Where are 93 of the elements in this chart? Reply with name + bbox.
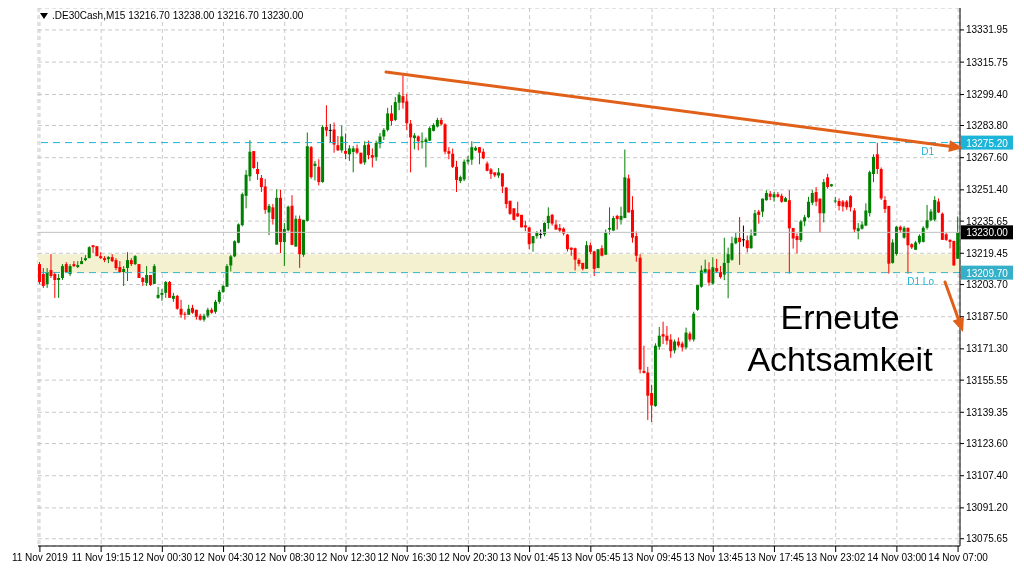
candlestick [156,286,160,300]
candlestick [837,197,841,211]
x-tick-label: 13 Nov 17:45 [744,552,805,564]
candlestick [363,140,367,166]
annotation: D1 Lo [907,275,935,287]
candlestick [370,147,374,168]
candlestick [393,96,397,122]
candlestick [933,195,937,222]
candlestick [332,122,336,154]
ref-line-label: 13275.20 [966,137,1009,149]
y-tick-label: 13107.40 [966,470,1009,482]
candlestick [340,125,344,154]
candlestick [462,158,466,182]
candlestick [41,267,45,289]
x-tick-label: 12 Nov 12:30 [316,552,377,564]
candlestick [841,199,845,212]
candlestick [256,161,260,181]
candlestick [389,104,393,127]
x-tick-label: 12 Nov 00:30 [132,552,193,564]
y-tick-label: 13235.65 [966,215,1009,227]
candlestick [741,225,745,248]
candlestick [906,227,910,275]
candlestick [707,261,711,287]
candlestick [183,311,187,321]
candlestick [367,140,371,160]
annotation: Erneute Achtsamkeit [746,297,934,380]
y-tick-label: 13267.60 [966,152,1009,164]
candlestick [772,191,776,203]
candlestick [738,216,742,266]
y-tick-label: 13299.40 [966,89,1009,101]
candlestick [711,256,715,286]
x-tick-label: 13 Nov 05:45 [561,552,621,564]
y-tick-label: 13139.35 [966,406,1009,418]
ref-line-label: 13230.00 [966,227,1009,239]
y-tick-label: 13315.75 [966,56,1009,68]
x-tick-label: 12 Nov 08:30 [255,552,315,564]
candlestick [646,366,650,421]
candlestick [179,299,183,319]
candlestick [661,321,665,345]
candlestick [45,267,49,289]
candlestick [386,107,390,132]
y-tick-label: 13203.70 [966,279,1009,291]
candlestick [317,158,321,186]
candlestick [875,142,879,175]
candlestick [122,265,126,287]
candlestick [684,327,688,350]
candlestick [852,207,856,234]
x-tick-label: 12 Nov 20:30 [438,552,499,564]
candlestick [57,273,61,299]
candlestick [604,229,608,256]
candlestick [49,253,53,279]
candlestick [546,206,550,230]
x-tick-label: 14 Nov 03:00 [867,552,928,564]
candlestick [776,191,780,199]
candlestick [263,178,267,215]
x-tick-label: 13 Nov 01:45 [499,552,560,564]
x-tick-label: 11 Nov 19:15 [71,552,131,564]
x-tick-label: 13 Nov 13:45 [683,552,744,564]
annotation: D1 [921,145,935,157]
candlestick [455,160,458,193]
y-tick-label: 13187.50 [966,311,1009,323]
y-tick-label: 13155.55 [966,374,1009,386]
candlestick [470,140,474,166]
candlestick [125,251,129,282]
ref-line-label: 13209.70 [966,267,1009,279]
candlestick [500,172,504,194]
candlestick [328,123,332,143]
candlestick [451,148,455,169]
y-tick-label: 13219.45 [966,247,1009,259]
x-tick-label: 13 Nov 09:45 [622,552,683,564]
candlestick [267,203,271,236]
y-tick-label: 13123.60 [966,438,1009,450]
y-tick-label: 13171.30 [966,343,1009,355]
y-tick-label: 13251.40 [966,184,1009,196]
y-tick-label: 13091.20 [966,502,1009,514]
y-tick-label: 13075.65 [966,533,1009,545]
candlestick [799,219,803,243]
chart-title: .DE30Cash,M15 13216.70 13238.00 13216.70 13230.00 [52,10,304,21]
candlestick [806,196,810,219]
x-tick-label: 12 Nov 16:30 [377,552,438,564]
candlestick [72,260,76,268]
x-tick-label: 11 Nov 2019 [11,552,69,564]
x-tick-label: 13 Nov 23:02 [805,552,866,564]
x-tick-label: 14 Nov 07:00 [928,552,989,564]
candlestick [91,244,95,254]
candlestick [351,145,355,173]
candlestick [531,235,535,253]
y-tick-label: 13331.95 [966,24,1009,36]
candlestick [271,203,275,226]
y-tick-label: 13283.80 [966,120,1009,132]
candlestick [38,261,41,285]
x-tick-label: 12 Nov 04:30 [193,552,254,564]
candlestick [489,167,493,180]
